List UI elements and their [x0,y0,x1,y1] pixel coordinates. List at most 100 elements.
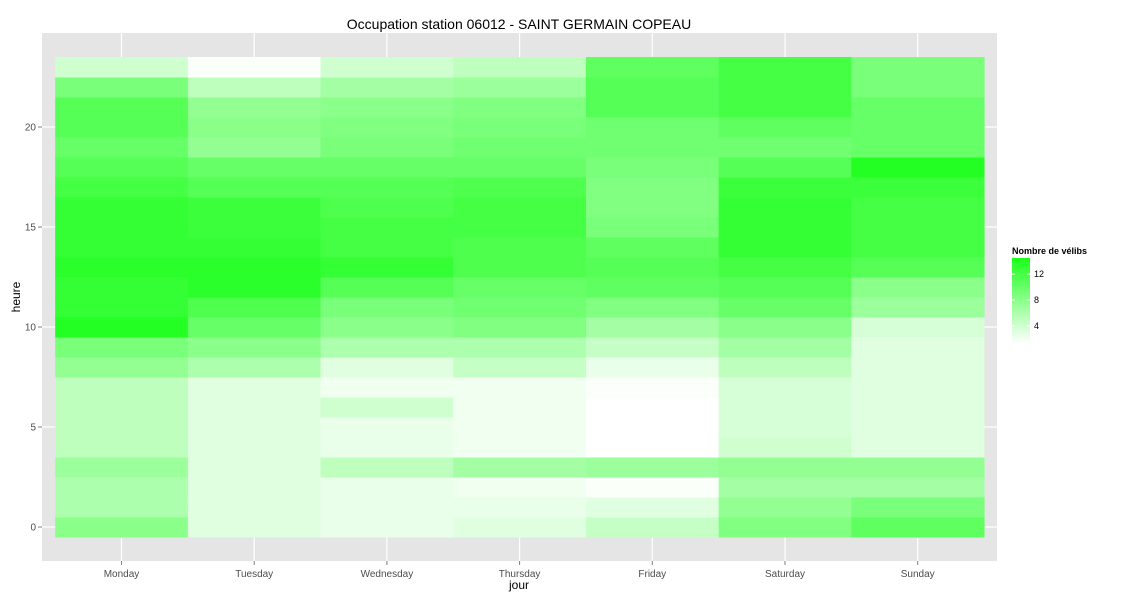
legend-label: 8 [1034,295,1039,305]
y-tick-label: 0 [30,523,36,534]
heatmap-tile [851,297,985,318]
heatmap-tile [718,277,852,298]
heatmap-tile [320,357,454,378]
heatmap-tile [320,337,454,358]
heatmap-tile [718,137,852,158]
x-tick-label: Thursday [499,569,541,580]
heatmap-tile [320,417,454,438]
heatmap-tile [187,377,322,398]
heatmap-tile [851,317,985,338]
heatmap-tile [55,517,189,538]
heatmap-tile [55,97,189,118]
heatmap-tile [453,57,587,78]
legend-ticks: 4 8 12 [1012,269,1044,331]
heatmap-tile [851,197,985,218]
heatmap-tile [320,477,454,498]
heatmap-tile [453,197,587,218]
heatmap-tile [187,397,322,418]
heatmap-tile [453,497,587,518]
heatmap-tile [320,177,454,198]
heatmap-tile [718,117,852,138]
heatmap-tile [55,417,189,438]
heatmap-tile [718,257,852,278]
heatmap-tile [851,257,985,278]
heatmap-tile [320,257,454,278]
heatmap-tile [585,457,720,478]
x-tick-label: Tuesday [235,569,273,580]
heatmap-tile [453,477,587,498]
heatmap-tile [187,137,322,158]
heatmap-tile [851,277,985,298]
heatmap-tile [718,217,852,238]
heatmap-tile [453,397,587,418]
y-tick-label: 20 [25,123,37,134]
x-tick-label: Friday [638,569,666,580]
x-tick-label: Monday [104,569,140,580]
heatmap-tile [718,297,852,318]
heatmap-tile [585,137,720,158]
heatmap-tile [851,397,985,418]
legend-title: Nombre de vélibs [1012,246,1087,256]
x-axis-title: jour [508,578,529,592]
heatmap-tile [320,237,454,258]
heatmap-tile [187,477,322,498]
heatmap-tile [718,437,852,458]
heatmap-tile [851,137,985,158]
heatmap-tile [585,257,720,278]
heatmap-tile [585,297,720,318]
heatmap-tile [187,177,322,198]
y-tick-label: 5 [30,423,36,434]
heatmap-tile [55,437,189,458]
heatmap-tile [851,377,985,398]
heatmap-tile [320,297,454,318]
heatmap-tile [718,77,852,98]
heatmap-tile [320,97,454,118]
y-tick-label: 15 [25,223,37,234]
heatmap-tile [55,497,189,518]
heatmap-tile [851,97,985,118]
heatmap-tile [453,77,587,98]
heatmap-tile [320,317,454,338]
heatmap-tile [187,357,322,378]
heatmap-tile [718,157,852,178]
heatmap-tile [320,437,454,458]
heatmap-tile [187,97,322,118]
heatmap-tile [453,177,587,198]
heatmap-tile [718,457,852,478]
heatmap-tile [320,57,454,78]
heatmap-tile [453,297,587,318]
heatmap-tile [453,157,587,178]
heatmap-tile [718,237,852,258]
heatmap-tile [453,257,587,278]
heatmap-tile [718,397,852,418]
heatmap-tiles [55,57,985,538]
heatmap-tile [320,377,454,398]
heatmap-tile [718,337,852,358]
heatmap-tile [585,237,720,258]
heatmap-tile [55,77,189,98]
heatmap-tile [187,237,322,258]
heatmap-tile [453,437,587,458]
heatmap-tile [453,417,587,438]
heatmap-tile [718,417,852,438]
heatmap-tile [851,237,985,258]
heatmap-tile [55,217,189,238]
heatmap-tile [718,377,852,398]
heatmap-tile [55,377,189,398]
heatmap-tile [453,277,587,298]
heatmap-tile [585,177,720,198]
heatmap-tile [585,417,720,438]
heatmap-tile [585,97,720,118]
heatmap-tile [851,497,985,518]
heatmap-tile [187,257,322,278]
heatmap-tile [187,457,322,478]
heatmap-tile [55,137,189,158]
heatmap-tile [585,197,720,218]
heatmap-tile [55,117,189,138]
heatmap-tile [851,157,985,178]
heatmap-tile [851,417,985,438]
heatmap-tile [453,237,587,258]
heatmap-tile [851,117,985,138]
heatmap-tile [851,77,985,98]
heatmap-tile [453,97,587,118]
